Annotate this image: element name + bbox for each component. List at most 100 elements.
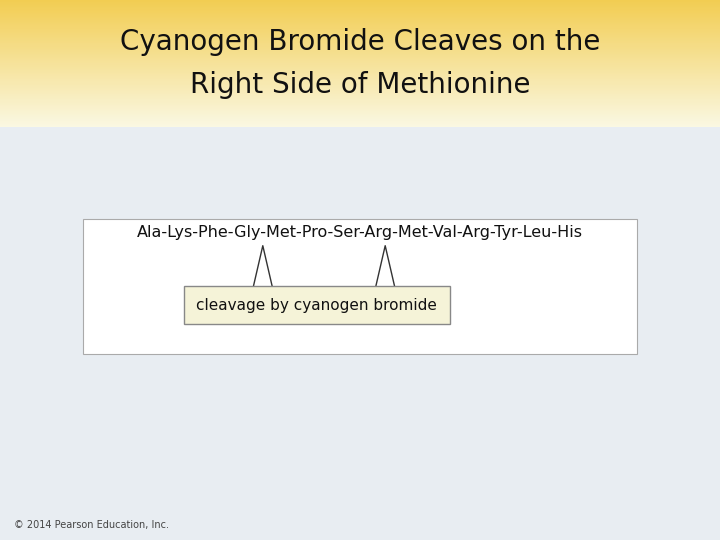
Bar [0,98,720,99]
Bar [0,119,720,120]
Bar [0,80,720,82]
Bar [0,24,720,25]
Bar [0,60,720,62]
Bar [0,70,720,71]
Bar [0,1,720,2]
Bar [0,23,720,24]
Bar [0,103,720,104]
Bar [0,106,720,107]
Bar [0,116,720,117]
Bar [0,96,720,97]
Bar [0,91,720,92]
Bar [0,66,720,68]
Bar [0,19,720,20]
Bar [0,114,720,115]
Bar [0,4,720,5]
Bar [0,6,720,8]
Bar [0,31,720,32]
Bar [0,94,720,95]
Bar [0,104,720,105]
Bar [0,18,720,19]
Bar [0,89,720,90]
Bar [0,3,720,4]
Bar [0,75,720,76]
Bar [0,16,720,17]
Bar [0,0,720,1]
Bar [0,105,720,106]
Bar [0,110,720,111]
Bar [0,113,720,114]
Bar [0,88,720,89]
Bar [0,118,720,119]
Bar [0,84,720,85]
Bar [0,124,720,125]
Bar [0,35,720,36]
Bar [0,57,720,58]
Bar [0,10,720,11]
Bar [0,48,720,49]
Bar [0,22,720,23]
Bar [0,5,720,6]
Bar [0,82,720,83]
Bar [0,109,720,110]
Bar [0,36,720,37]
Bar [0,79,720,80]
Bar [184,286,450,324]
Bar [0,44,720,45]
Bar [0,13,720,14]
Bar [0,112,720,113]
Bar [0,37,720,38]
Bar [0,54,720,55]
Bar [0,11,720,12]
Bar [0,99,720,100]
Bar [0,63,720,64]
Bar [0,59,720,60]
Bar [0,72,720,73]
Text: Right Side of Methionine: Right Side of Methionine [190,71,530,99]
Bar [0,117,720,118]
Bar [0,90,720,91]
Bar [0,43,720,44]
Bar [0,51,720,52]
Bar [0,20,720,21]
Bar [0,41,720,42]
Bar [0,52,720,53]
Bar [0,71,720,72]
Bar [0,55,720,56]
Bar [0,107,720,108]
Bar [0,122,720,123]
Bar [0,85,720,86]
Bar [0,125,720,126]
Text: cleavage by cyanogen bromide: cleavage by cyanogen bromide [197,298,437,313]
Bar [0,115,720,116]
Bar [0,14,720,15]
Text: Cyanogen Bromide Cleaves on the: Cyanogen Bromide Cleaves on the [120,28,600,56]
Bar [0,56,720,57]
Bar [0,83,720,84]
Bar [0,34,720,35]
Bar [0,21,720,22]
Bar [83,219,637,354]
Bar [0,87,720,88]
Bar [0,74,720,75]
Bar [0,29,720,30]
Bar [0,39,720,40]
Text: Ala-Lys-Phe-Gly-Met-Pro-Ser-Arg-Met-Val-Arg-Tyr-Leu-His: Ala-Lys-Phe-Gly-Met-Pro-Ser-Arg-Met-Val-… [137,225,583,240]
Bar [0,64,720,65]
Bar [0,76,720,77]
Bar [0,123,720,124]
Bar [0,100,720,102]
Bar [0,97,720,98]
Bar [0,78,720,79]
Bar [0,38,720,39]
Bar [0,93,720,94]
Bar [0,32,720,33]
Bar [0,42,720,43]
Bar [0,33,720,34]
Bar [0,73,720,74]
Bar [0,58,720,59]
Bar [0,77,720,78]
Bar [0,53,720,54]
Bar [0,111,720,112]
Bar [0,25,720,26]
